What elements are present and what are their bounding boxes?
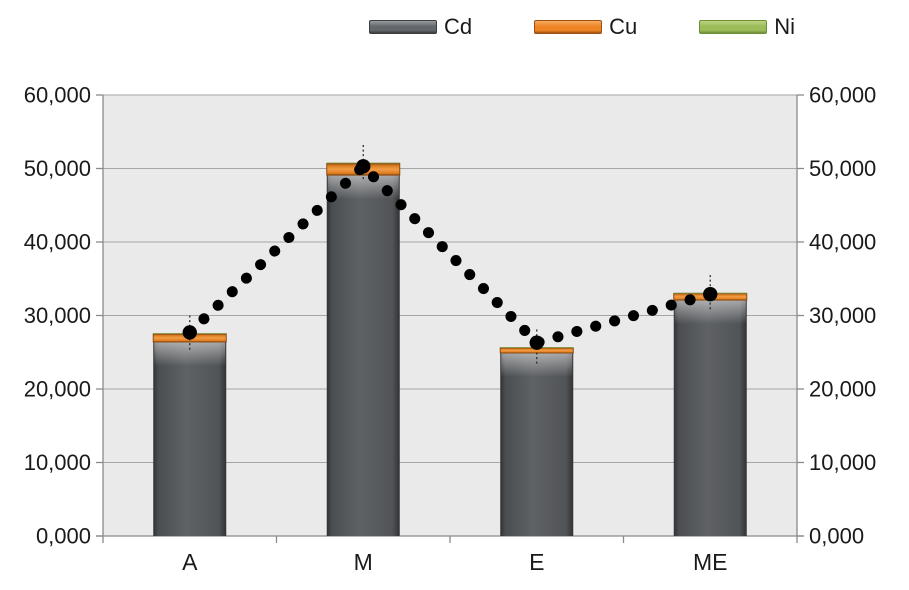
chart-legend: Cd Cu Ni xyxy=(369,16,795,38)
x-axis-label: A xyxy=(182,549,198,575)
y-tick-label-right: 0,000 xyxy=(809,524,864,549)
y-tick-label-left: 50,000 xyxy=(24,156,91,181)
legend-item-ni: Ni xyxy=(699,16,795,38)
trend-marker xyxy=(703,286,718,302)
bar-segment-cd xyxy=(500,352,574,536)
legend-label: Cd xyxy=(444,14,473,39)
legend-item-cd: Cd xyxy=(369,16,472,38)
bar-segment-cd xyxy=(673,300,747,536)
trend-dotted-line xyxy=(184,158,716,349)
y-tick-label-right: 20,000 xyxy=(809,377,876,402)
legend-color-swatch-cu xyxy=(534,20,603,34)
bar-group-E xyxy=(499,329,574,536)
legend-label: Ni xyxy=(774,14,796,39)
bar-group-A xyxy=(152,315,227,536)
bar-gloss-highlight xyxy=(154,341,226,366)
trend-marker xyxy=(356,159,371,174)
bar-segment-cd xyxy=(326,175,400,537)
y-tick-label-right: 30,000 xyxy=(809,303,876,328)
y-tick-label-left: 0,000 xyxy=(36,524,91,549)
x-axis-label: E xyxy=(529,549,544,575)
bar-segment-cd xyxy=(153,341,227,536)
y-tick-label-right: 60,000 xyxy=(809,83,876,108)
x-axis-label: ME xyxy=(693,549,728,575)
trend-marker xyxy=(182,325,197,340)
x-axis-label: M xyxy=(354,549,373,575)
bar-gloss-highlight xyxy=(501,352,573,377)
y-tick-label-right: 10,000 xyxy=(809,450,876,475)
y-tick-label-left: 20,000 xyxy=(24,377,91,402)
legend-color-swatch-ni xyxy=(699,20,768,34)
y-tick-label-left: 30,000 xyxy=(24,303,91,328)
bar-group-ME xyxy=(673,275,748,536)
y-tick-label-left: 60,000 xyxy=(24,83,91,108)
y-tick-label-left: 10,000 xyxy=(24,450,91,475)
bar-group-M xyxy=(326,144,401,537)
trend-marker xyxy=(529,335,544,350)
y-tick-label-right: 40,000 xyxy=(809,230,876,255)
legend-label: Cu xyxy=(609,14,638,39)
y-tick-label-right: 50,000 xyxy=(809,156,876,181)
legend-color-swatch-cd xyxy=(369,20,437,34)
legend-item-cu: Cu xyxy=(534,16,637,38)
y-tick-label-left: 40,000 xyxy=(24,230,91,255)
